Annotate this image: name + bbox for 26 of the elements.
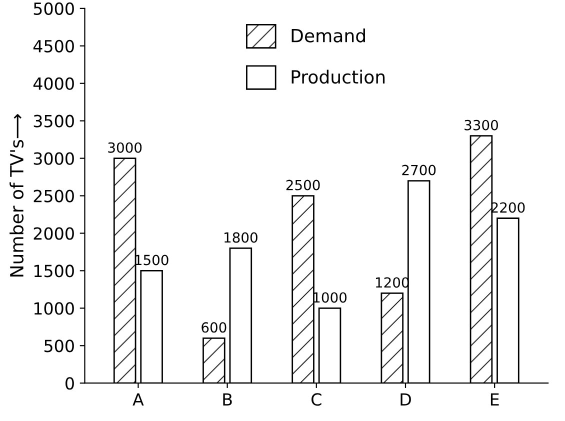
y-tick-label: 1000	[34, 302, 74, 315]
x-tick-label: B	[223, 393, 232, 406]
data-label: 1800	[224, 232, 258, 243]
data-label: 2700	[402, 164, 436, 176]
y-tick-label: 500	[44, 340, 74, 352]
x-tick-label: D	[400, 393, 411, 406]
y-tick-label: 5000	[34, 2, 74, 15]
y-tick-label: 2500	[34, 190, 74, 202]
data-label: 2500	[286, 180, 320, 190]
y-tick-label: 3000	[34, 152, 74, 165]
data-label: 3000	[108, 142, 142, 153]
y-tick-label: 1500	[34, 264, 74, 278]
data-label: 600	[202, 322, 226, 333]
data-label: 1500	[135, 254, 168, 266]
legend-label: Demand	[292, 28, 365, 42]
y-tick-label: 3500	[34, 114, 74, 128]
y-tick-label: 4000	[33, 77, 74, 90]
y-tick-label: 0	[66, 377, 74, 390]
legend-label: Production	[292, 70, 385, 84]
y-tick-label: 2000	[34, 227, 74, 240]
x-tick-label: C	[312, 393, 322, 406]
y-tick-label: 4500	[33, 40, 74, 52]
x-tick-label: E	[490, 393, 499, 406]
y-axis-title: Number of TV's⟶	[10, 114, 24, 277]
x-tick-label: A	[132, 393, 144, 406]
data-label: 3300	[464, 120, 498, 130]
